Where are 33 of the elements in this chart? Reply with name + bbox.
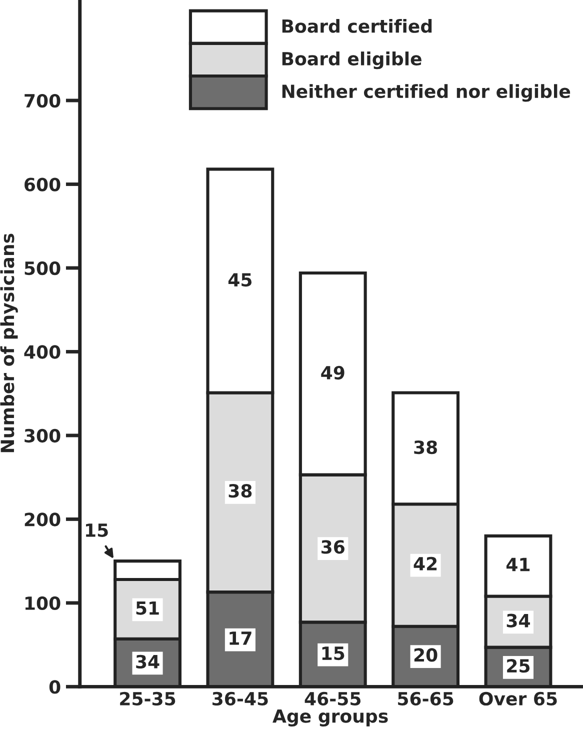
annotation: 49 [321,366,344,380]
x-tick-label: 56-65 [398,692,454,706]
y-tick-label: 500 [24,261,60,276]
legend-label: Neither certified nor eligible [282,84,570,102]
annotation: 20 [414,648,438,662]
annotation: 45 [228,273,252,287]
annotation: 34 [136,654,160,668]
y-tick-label: 400 [24,345,60,359]
annotation: 15 [322,646,344,660]
legend-label: Board eligible [282,52,422,70]
x-tick-label: Over 65 [479,692,557,706]
annotation: 42 [414,556,437,570]
annotation: 34 [506,614,530,628]
x-axis-title: Age groups [272,709,388,726]
x-tick-label: 36-45 [212,692,268,706]
y-tick-label: 300 [24,428,60,443]
annotation: 38 [414,440,437,454]
y-axis-title: Number of physicians [0,234,18,452]
y-tick-label: 100 [25,596,60,610]
annotation: 38 [228,484,252,498]
y-tick-label: 700 [24,94,60,108]
x-tick-label: 25-35 [120,692,176,706]
x-tick-label: 46-55 [304,692,360,706]
annotation: 17 [230,632,252,645]
annotation: 15 [86,524,108,538]
y-tick-label: 200 [24,512,60,526]
y-tick-label: 0 [49,680,60,694]
annotation: 51 [136,601,159,615]
annotation: 25 [507,659,530,673]
y-tick-label: 600 [24,178,60,192]
legend-label: Board certified [282,18,432,33]
annotation: 41 [506,558,530,572]
annotation: 36 [322,540,344,554]
